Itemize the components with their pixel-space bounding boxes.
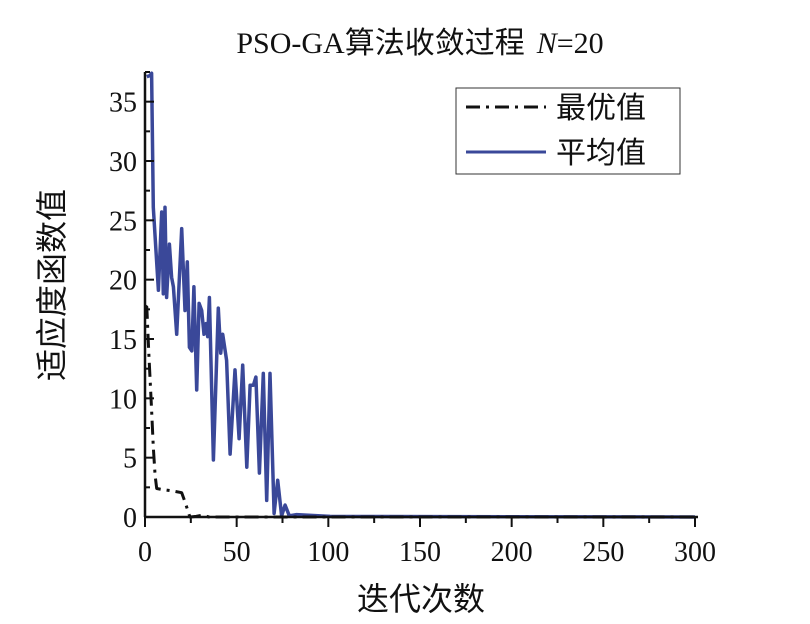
x-tick-label: 250 [582, 537, 624, 568]
y-tick-label: 15 [109, 325, 137, 356]
x-axis-label: 迭代次数 [357, 581, 485, 617]
chart-title-param: N [536, 27, 559, 60]
y-tick-label: 25 [109, 206, 137, 237]
x-tick-label: 300 [674, 537, 716, 568]
legend: 最优值 平均值 [455, 87, 681, 175]
legend-label-average: 平均值 [556, 137, 646, 170]
chart-title: PSO-GA算法收敛过程 N=20 [236, 27, 603, 60]
y-axis-label: 适应度函数值 [34, 189, 70, 381]
y-tick-label: 0 [123, 503, 137, 534]
x-tick-label: 100 [307, 537, 349, 568]
y-tick-label: 35 [109, 88, 137, 119]
chart-title-value: =20 [557, 27, 604, 60]
legend-label-best: 最优值 [556, 92, 646, 125]
series-line-average [146, 71, 696, 519]
chart-title-main: PSO-GA算法收敛过程 [236, 27, 524, 60]
y-tick-label: 5 [123, 444, 137, 475]
y-tick-label: 20 [109, 266, 137, 297]
x-tick-label: 50 [223, 537, 251, 568]
y-tick-label: 10 [109, 384, 137, 415]
x-tick-label: 150 [399, 537, 441, 568]
y-tick-label: 30 [109, 147, 137, 178]
x-tick-label: 200 [491, 537, 533, 568]
x-tick-label: 0 [138, 537, 152, 568]
legend-box [455, 87, 681, 175]
ticks: 0 5 10 15 20 25 30 35 0 50 100 150 200 250 300 [109, 71, 716, 568]
